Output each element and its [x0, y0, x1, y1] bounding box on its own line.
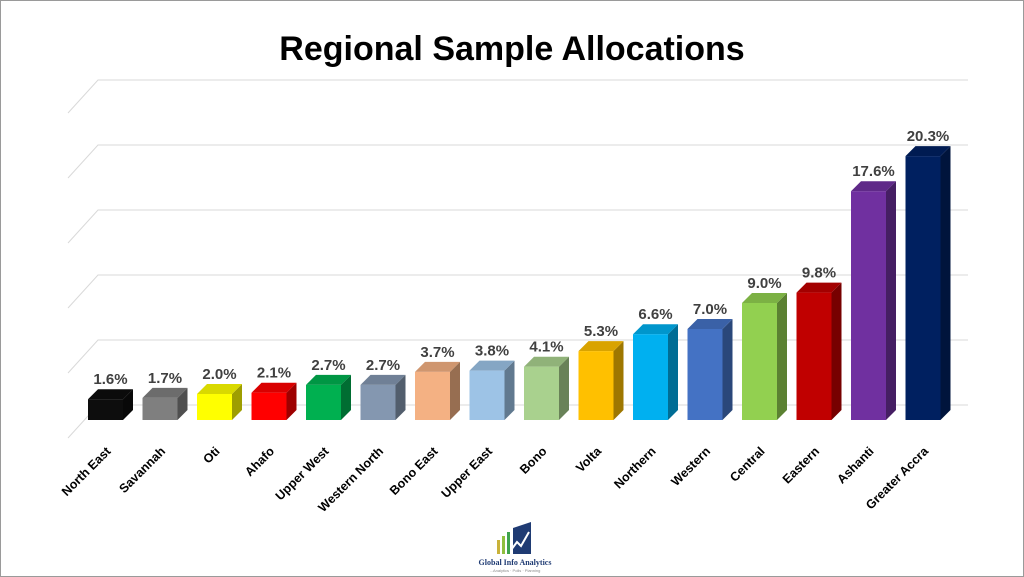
bar-western-north	[360, 374, 406, 420]
bar-volta	[578, 341, 624, 420]
bar-ahafo	[251, 382, 297, 420]
value-label: 2.1%	[257, 365, 291, 382]
bar-upper-west	[306, 374, 351, 420]
grid-line	[67, 209, 968, 244]
bar-ashanti	[851, 181, 896, 420]
grid-line	[67, 79, 968, 114]
value-label: 2.7%	[366, 357, 400, 374]
company-logo: Global Info Analytics ...Analytics · Pol…	[470, 520, 560, 575]
value-labels: 1.6% 1.7% 2.0% 2.1% 2.7% 2.7% 3.7% 3.8% 4.1% 5.3%…	[93, 128, 949, 388]
category-label: Upper East	[439, 444, 496, 501]
bar-bono	[524, 356, 569, 420]
value-label: 9.8%	[802, 265, 836, 282]
bar-northern	[633, 324, 678, 420]
value-label: 7.0%	[693, 301, 727, 318]
bars	[88, 146, 951, 420]
value-label: 3.7%	[420, 344, 454, 361]
value-label: 2.0%	[202, 366, 236, 383]
bar-greater-accra	[905, 146, 951, 420]
category-label: North East	[59, 444, 114, 499]
value-label: 2.7%	[311, 357, 345, 374]
value-label: 1.7%	[148, 370, 182, 387]
bar-western	[687, 319, 733, 420]
category-label: Central	[727, 444, 767, 484]
category-label: Northern	[611, 444, 658, 491]
value-label: 3.8%	[475, 343, 509, 360]
category-label: Ashanti	[834, 444, 876, 486]
bar-savannah	[142, 387, 188, 420]
value-label: 4.1%	[529, 339, 563, 356]
logo-mark-icon	[497, 522, 531, 554]
category-label: Oti	[200, 444, 222, 466]
category-label: Upper West	[273, 444, 332, 503]
bar-eastern	[796, 282, 842, 420]
value-label: 1.6%	[93, 371, 127, 388]
category-label: Savannah	[116, 444, 168, 496]
category-label: Eastern	[780, 444, 822, 486]
bar-upper-east	[469, 360, 515, 420]
value-label: 6.6%	[638, 306, 672, 323]
grid-lines	[67, 79, 968, 439]
category-label: Ahafo	[242, 444, 277, 479]
logo-tagline: ...Analytics · Polls · Planning	[489, 568, 541, 573]
chart-title: Regional Sample Allocations	[279, 30, 745, 68]
category-label: Volta	[573, 443, 605, 475]
bar-bono-east	[415, 361, 460, 420]
value-label: 9.0%	[747, 275, 781, 292]
value-label: 5.3%	[584, 323, 618, 340]
category-label: Bono East	[387, 444, 441, 498]
grid-line	[67, 274, 968, 309]
value-label: 20.3%	[907, 128, 950, 145]
bar-north-east	[88, 389, 133, 420]
category-label: Bono	[517, 444, 550, 477]
bar-central	[742, 293, 787, 420]
bar-oti	[197, 384, 242, 420]
category-label: Western	[669, 444, 714, 489]
value-label: 17.6%	[852, 163, 895, 180]
logo-name: Global Info Analytics	[478, 558, 552, 567]
grid-line	[67, 144, 968, 179]
